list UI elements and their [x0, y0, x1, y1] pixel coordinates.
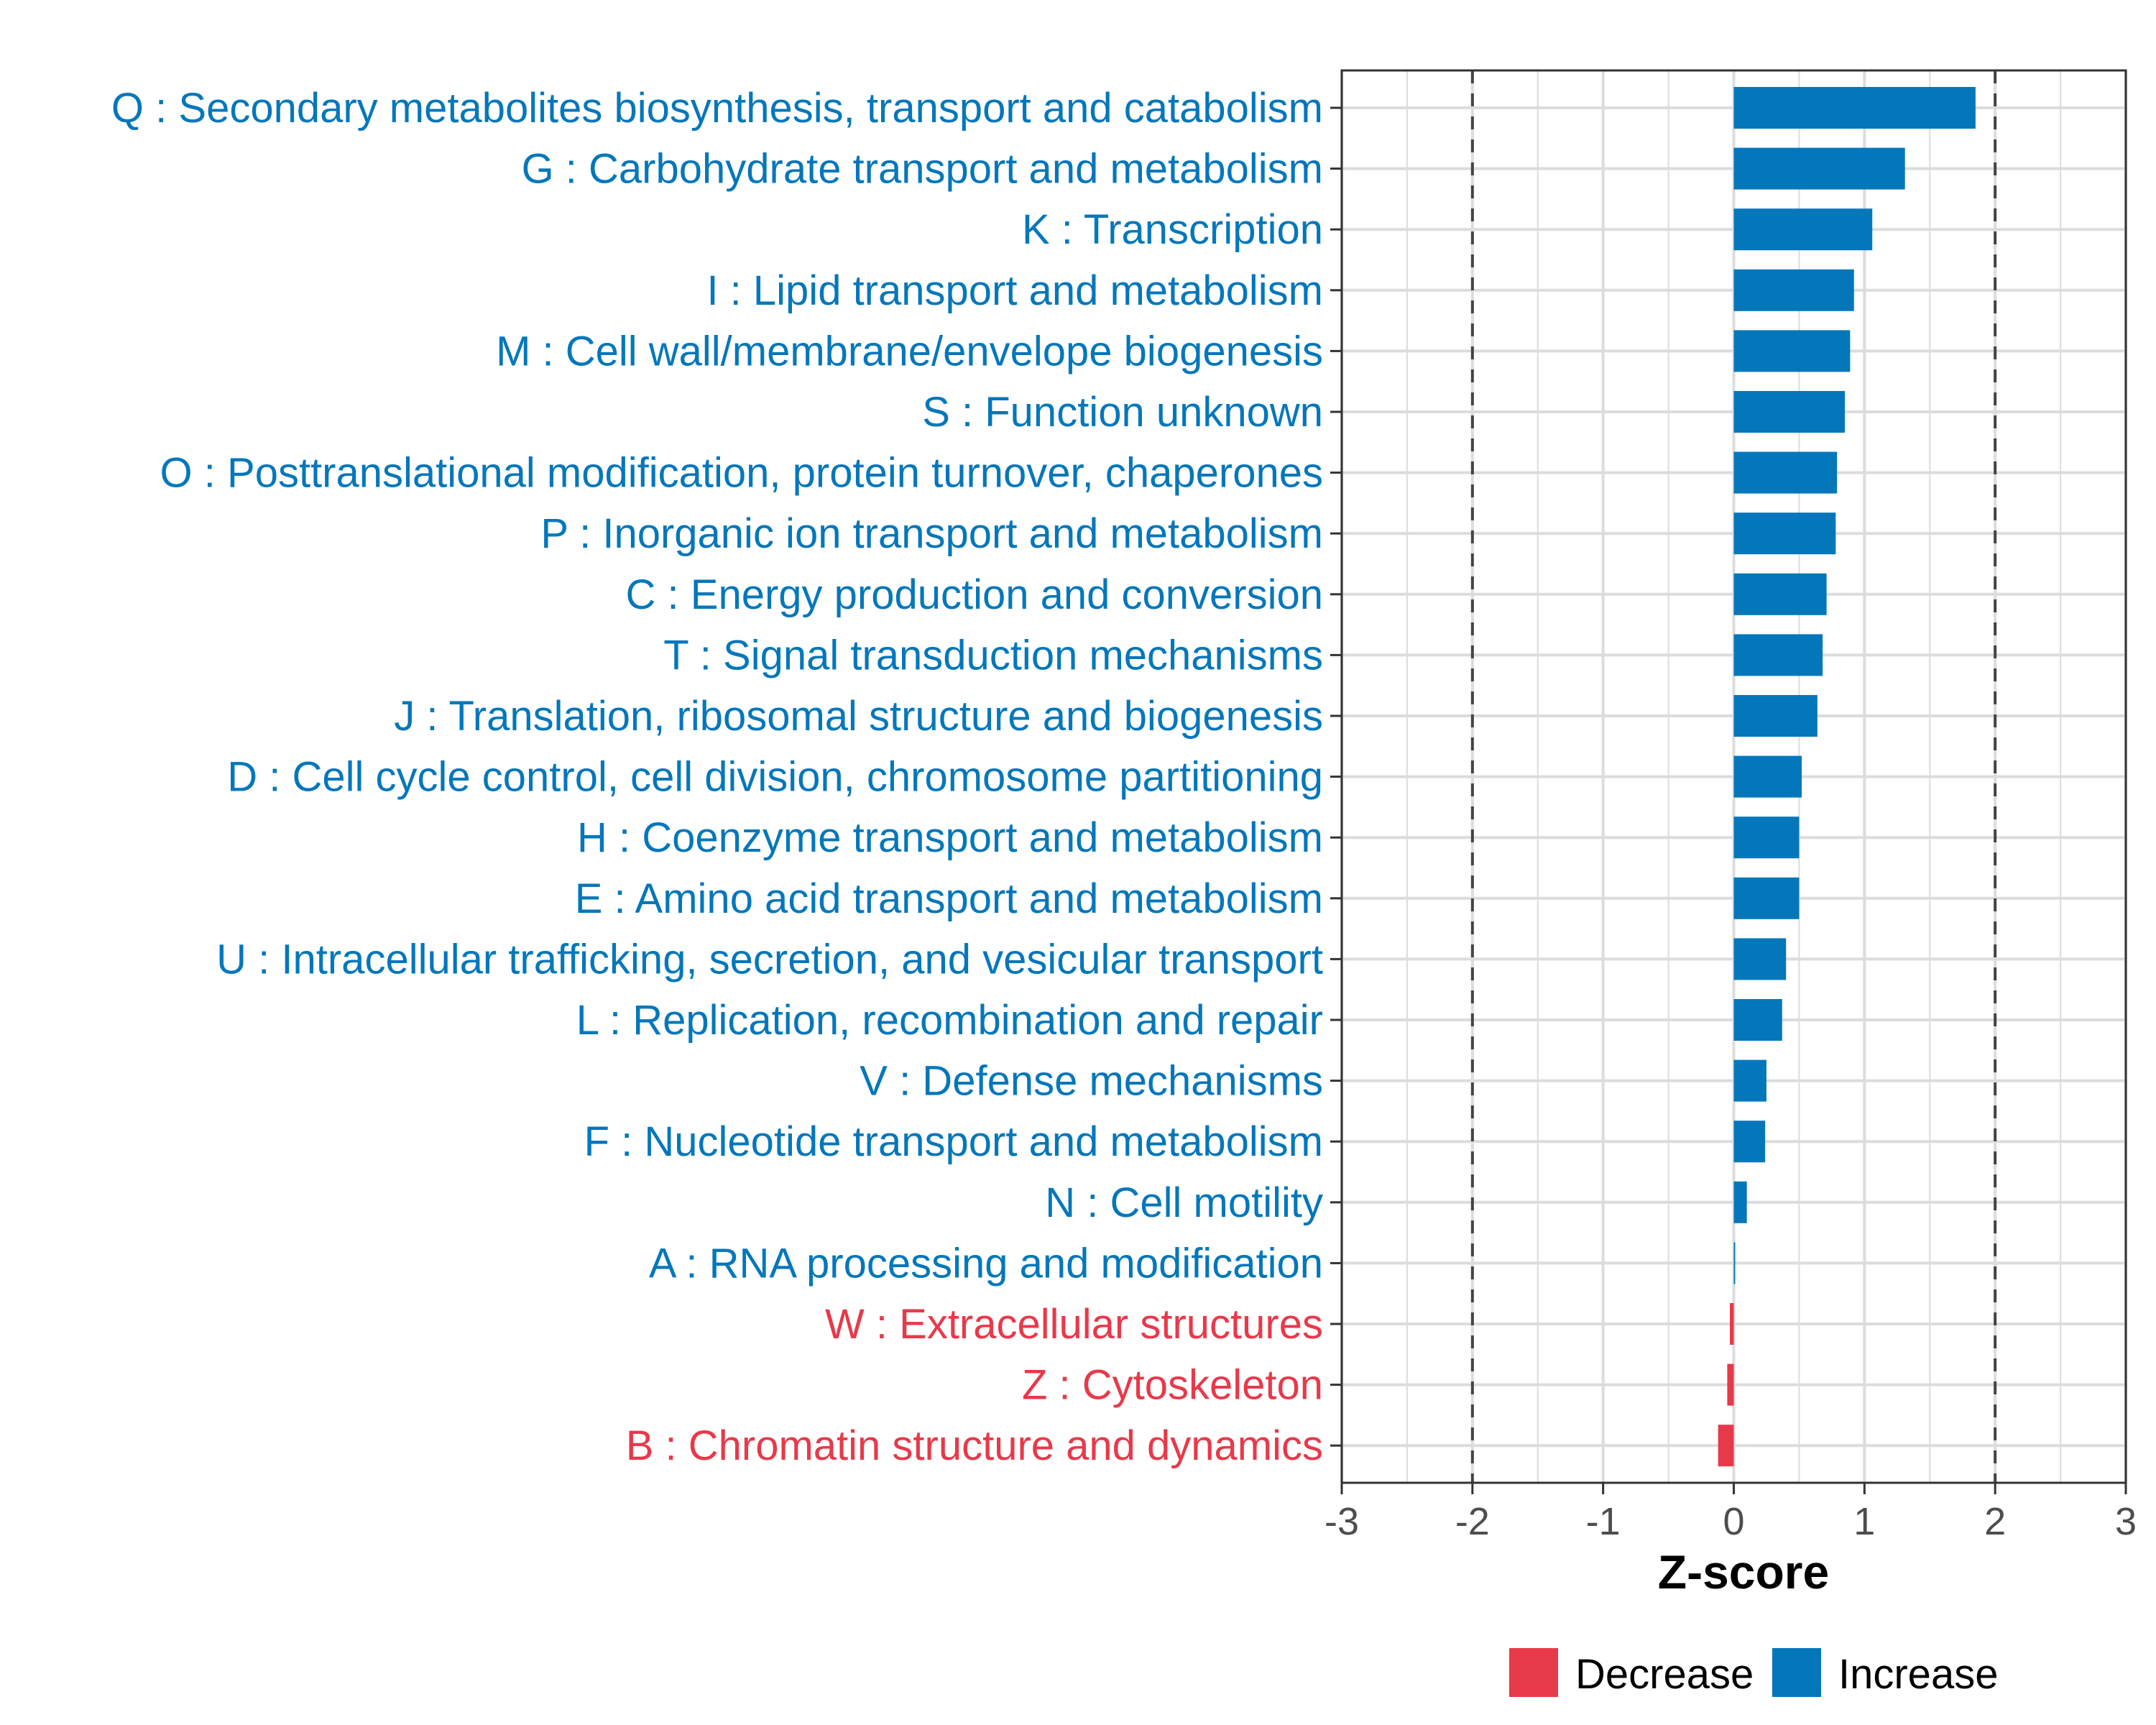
bar-w — [1730, 1303, 1734, 1345]
legend-label-increase: Increase — [1838, 1651, 1998, 1698]
bar-c — [1733, 573, 1827, 615]
y-axis-labels: Q : Secondary metabolites biosynthesis, … — [111, 85, 1323, 1469]
legend-label-decrease: Decrease — [1575, 1651, 1754, 1698]
x-tick-label: 2 — [1984, 1500, 2006, 1543]
bar-e — [1733, 877, 1800, 919]
category-label: B : Chromatin structure and dynamics — [626, 1422, 1323, 1469]
category-label: I : Lipid transport and metabolism — [706, 267, 1323, 314]
bar-b — [1718, 1425, 1734, 1467]
bar-n — [1733, 1181, 1747, 1223]
bar-u — [1733, 938, 1787, 980]
category-label: N : Cell motility — [1045, 1179, 1323, 1226]
bar-h — [1733, 816, 1800, 859]
bar-k — [1733, 208, 1873, 251]
bar-t — [1733, 634, 1823, 676]
category-label: U : Intracellular trafficking, secretion… — [216, 936, 1323, 983]
legend-key-increase — [1772, 1648, 1821, 1697]
bar-s — [1733, 391, 1846, 433]
category-label: M : Cell wall/membrane/envelope biogenes… — [496, 328, 1323, 374]
x-tick-label: -1 — [1586, 1500, 1621, 1543]
x-axis-ticks — [1340, 1483, 2127, 1494]
category-label: T : Signal transduction mechanisms — [663, 632, 1323, 678]
legend-key-decrease — [1509, 1648, 1558, 1697]
threshold-lines — [1470, 70, 1997, 1483]
bar-j — [1733, 695, 1818, 737]
x-tick-label: 1 — [1853, 1500, 1875, 1543]
x-tick-label: 3 — [2115, 1500, 2137, 1543]
bar-q — [1733, 87, 1976, 129]
bars — [1718, 87, 1976, 1467]
y-axis-ticks — [1330, 106, 1342, 1447]
bar-v — [1733, 1059, 1766, 1102]
bar-a — [1733, 1242, 1736, 1284]
category-label: G : Carbohydrate transport and metabolis… — [522, 146, 1323, 193]
category-label: J : Translation, ribosomal structure and… — [394, 693, 1323, 740]
category-label: E : Amino acid transport and metabolism — [575, 875, 1323, 922]
category-label: Q : Secondary metabolites biosynthesis, … — [111, 85, 1323, 132]
bar-d — [1733, 755, 1802, 798]
x-tick-label: -2 — [1455, 1500, 1490, 1543]
category-label: O : Posttranslational modification, prot… — [160, 450, 1323, 497]
category-label: F : Nucleotide transport and metabolism — [584, 1118, 1323, 1165]
x-tick-label: -3 — [1325, 1500, 1359, 1543]
bar-p — [1733, 512, 1836, 555]
category-label: K : Transcription — [1022, 206, 1323, 253]
category-label: C : Energy production and conversion — [626, 571, 1323, 618]
category-label: P : Inorganic ion transport and metaboli… — [540, 510, 1323, 557]
x-tick-label: 0 — [1723, 1500, 1744, 1543]
legend: Decrease Increase — [1509, 1648, 1998, 1698]
category-label: Z : Cytoskeleton — [1022, 1362, 1323, 1409]
category-label: S : Function unknown — [922, 389, 1323, 436]
category-label: D : Cell cycle control, cell division, c… — [227, 754, 1323, 801]
category-label: H : Coenzyme transport and metabolism — [577, 814, 1323, 861]
bar-i — [1733, 269, 1854, 311]
bar-z — [1727, 1363, 1734, 1406]
bar-g — [1733, 147, 1905, 190]
category-label: W : Extracellular structures — [825, 1301, 1323, 1348]
category-label: A : RNA processing and modification — [649, 1240, 1323, 1287]
category-label: V : Defense mechanisms — [860, 1058, 1323, 1105]
bar-l — [1733, 999, 1782, 1041]
bar-o — [1733, 451, 1838, 494]
x-axis-labels: -3 -2 -1 0 1 2 3 — [1325, 1500, 2137, 1543]
bar-f — [1733, 1121, 1766, 1163]
x-axis-title: Z-score — [1658, 1545, 1829, 1598]
category-label: L : Replication, recombination and repai… — [576, 997, 1323, 1044]
bar-m — [1733, 330, 1851, 372]
